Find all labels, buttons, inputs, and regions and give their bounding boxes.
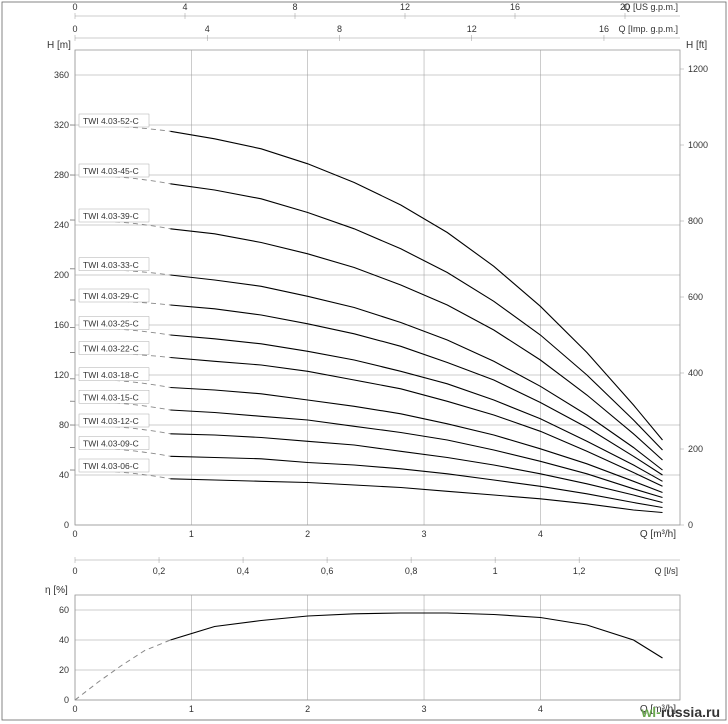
svg-text:400: 400 bbox=[688, 368, 703, 378]
svg-text:16: 16 bbox=[510, 2, 520, 12]
watermark-green: wl- bbox=[641, 704, 660, 720]
svg-text:Q [US g.p.m.]: Q [US g.p.m.] bbox=[623, 2, 678, 12]
svg-text:1000: 1000 bbox=[688, 140, 708, 150]
svg-text:320: 320 bbox=[54, 120, 69, 130]
svg-text:80: 80 bbox=[59, 420, 69, 430]
svg-text:8: 8 bbox=[292, 2, 297, 12]
svg-text:0,6: 0,6 bbox=[321, 566, 334, 576]
svg-text:4: 4 bbox=[538, 529, 543, 539]
svg-text:TWI 4.03-33-C: TWI 4.03-33-C bbox=[83, 260, 139, 270]
svg-text:8: 8 bbox=[337, 24, 342, 34]
svg-text:160: 160 bbox=[54, 320, 69, 330]
svg-text:12: 12 bbox=[400, 2, 410, 12]
svg-text:600: 600 bbox=[688, 292, 703, 302]
svg-text:120: 120 bbox=[54, 370, 69, 380]
svg-text:12: 12 bbox=[467, 24, 477, 34]
svg-text:Q [l/s]: Q [l/s] bbox=[654, 566, 678, 576]
svg-text:1: 1 bbox=[189, 704, 194, 714]
svg-text:1: 1 bbox=[493, 566, 498, 576]
svg-text:TWI 4.03-39-C: TWI 4.03-39-C bbox=[83, 211, 139, 221]
svg-text:0: 0 bbox=[72, 704, 77, 714]
svg-text:TWI 4.03-15-C: TWI 4.03-15-C bbox=[83, 392, 139, 402]
svg-text:16: 16 bbox=[599, 24, 609, 34]
svg-text:280: 280 bbox=[54, 170, 69, 180]
svg-text:H [m]: H [m] bbox=[47, 40, 71, 51]
svg-text:0: 0 bbox=[72, 2, 77, 12]
svg-text:0,4: 0,4 bbox=[237, 566, 250, 576]
svg-text:0: 0 bbox=[72, 529, 77, 539]
svg-text:0,2: 0,2 bbox=[153, 566, 166, 576]
svg-text:TWI 4.03-12-C: TWI 4.03-12-C bbox=[83, 416, 139, 426]
svg-text:1: 1 bbox=[189, 529, 194, 539]
svg-text:800: 800 bbox=[688, 216, 703, 226]
svg-text:TWI 4.03-25-C: TWI 4.03-25-C bbox=[83, 319, 139, 329]
chart-wrapper: { "watermark": { "green": "wl-", "black"… bbox=[0, 0, 728, 724]
svg-text:Q [Imp. g.p.m.]: Q [Imp. g.p.m.] bbox=[618, 24, 678, 34]
watermark-black: russia.ru bbox=[661, 704, 720, 720]
svg-text:0: 0 bbox=[64, 695, 69, 705]
svg-text:0: 0 bbox=[64, 520, 69, 530]
svg-text:0: 0 bbox=[688, 520, 693, 530]
svg-text:1,2: 1,2 bbox=[573, 566, 586, 576]
svg-text:360: 360 bbox=[54, 70, 69, 80]
svg-text:200: 200 bbox=[54, 270, 69, 280]
svg-text:60: 60 bbox=[59, 605, 69, 615]
svg-text:3: 3 bbox=[422, 704, 427, 714]
svg-text:TWI 4.03-52-C: TWI 4.03-52-C bbox=[83, 116, 139, 126]
svg-text:0: 0 bbox=[72, 566, 77, 576]
svg-text:TWI 4.03-29-C: TWI 4.03-29-C bbox=[83, 291, 139, 301]
svg-text:2: 2 bbox=[305, 529, 310, 539]
svg-text:0: 0 bbox=[72, 24, 77, 34]
watermark: wl-russia.ru bbox=[641, 704, 720, 720]
svg-text:Q [m³/h]: Q [m³/h] bbox=[640, 529, 676, 540]
svg-text:TWI 4.03-06-C: TWI 4.03-06-C bbox=[83, 461, 139, 471]
svg-text:1200: 1200 bbox=[688, 64, 708, 74]
svg-text:TWI 4.03-18-C: TWI 4.03-18-C bbox=[83, 370, 139, 380]
svg-text:40: 40 bbox=[59, 635, 69, 645]
svg-text:4: 4 bbox=[538, 704, 543, 714]
pump-curves-chart: 048121620Q [US g.p.m.]0481216Q [Imp. g.p… bbox=[0, 0, 728, 724]
svg-text:H [ft]: H [ft] bbox=[686, 40, 707, 51]
svg-text:3: 3 bbox=[422, 529, 427, 539]
svg-text:40: 40 bbox=[59, 470, 69, 480]
svg-text:TWI 4.03-22-C: TWI 4.03-22-C bbox=[83, 344, 139, 354]
svg-text:200: 200 bbox=[688, 444, 703, 454]
svg-text:TWI 4.03-45-C: TWI 4.03-45-C bbox=[83, 166, 139, 176]
svg-text:η [%]: η [%] bbox=[45, 585, 68, 596]
svg-text:2: 2 bbox=[305, 704, 310, 714]
svg-text:0,8: 0,8 bbox=[405, 566, 418, 576]
svg-text:TWI 4.03-09-C: TWI 4.03-09-C bbox=[83, 439, 139, 449]
svg-text:20: 20 bbox=[59, 665, 69, 675]
svg-text:240: 240 bbox=[54, 220, 69, 230]
svg-text:4: 4 bbox=[205, 24, 210, 34]
svg-text:4: 4 bbox=[182, 2, 187, 12]
